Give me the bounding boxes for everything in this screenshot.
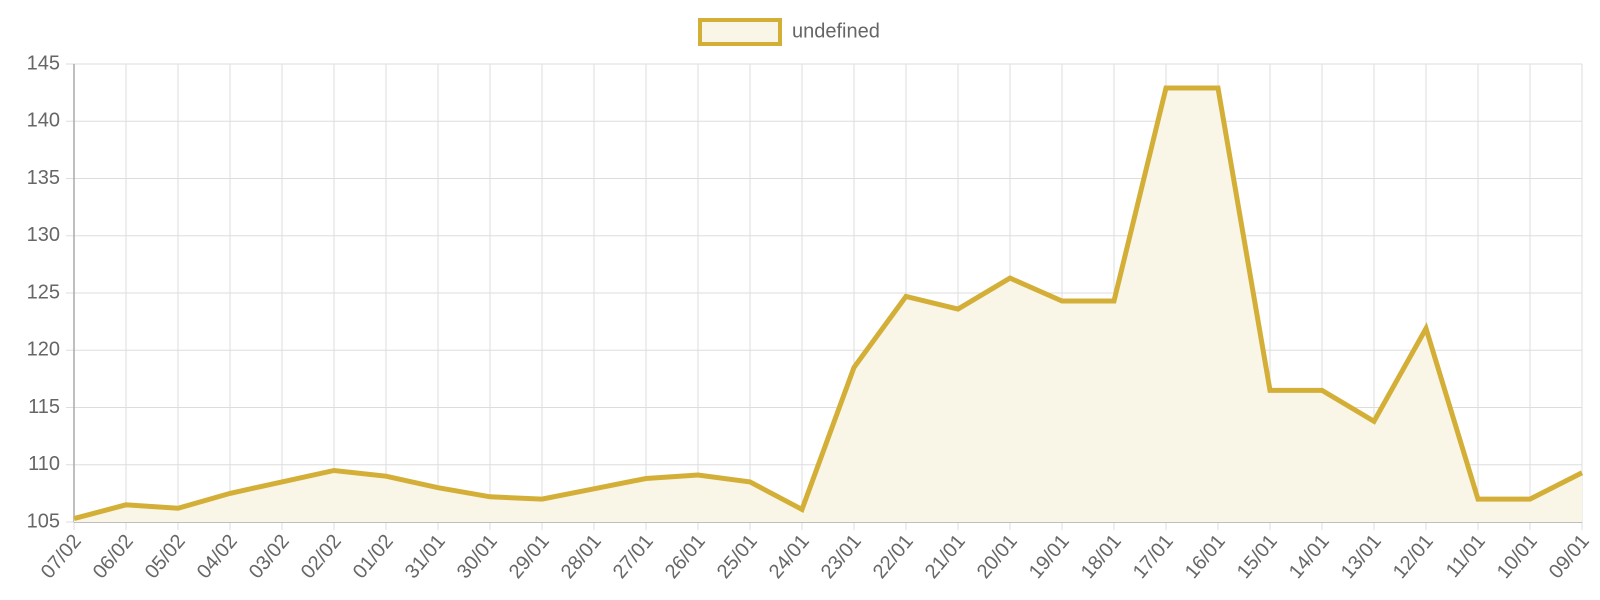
y-tick-label: 135: [27, 167, 60, 189]
legend-swatch: [698, 18, 782, 46]
x-tick-label: 23/01: [817, 530, 866, 582]
x-tick-label: 26/01: [661, 530, 710, 582]
x-tick-label: 22/01: [869, 530, 918, 582]
y-tick-label: 130: [27, 224, 60, 246]
x-tick-label: 24/01: [765, 530, 814, 582]
x-tick-label: 13/01: [1337, 530, 1386, 582]
x-tick-label: 03/02: [245, 530, 294, 582]
x-tick-label: 25/01: [713, 530, 762, 582]
x-tick-label: 02/02: [297, 530, 346, 582]
x-tick-label: 07/02: [37, 530, 86, 582]
x-tick-label: 04/02: [193, 530, 242, 582]
x-tick-label: 29/01: [505, 530, 554, 582]
x-tick-label: 27/01: [609, 530, 658, 582]
legend-label: undefined: [792, 20, 880, 42]
y-tick-label: 145: [27, 52, 60, 74]
x-tick-label: 30/01: [453, 530, 502, 582]
x-tick-label: 20/01: [973, 530, 1022, 582]
y-tick-label: 120: [27, 339, 60, 361]
x-tick-label: 15/01: [1233, 530, 1282, 582]
x-tick-label: 14/01: [1285, 530, 1334, 582]
x-tick-label: 31/01: [401, 530, 450, 582]
x-tick-label: 16/01: [1181, 530, 1230, 582]
y-tick-label: 110: [28, 453, 60, 475]
x-tick-label: 19/01: [1025, 530, 1074, 582]
line: [73, 85, 1584, 521]
x-tick-label: 17/01: [1129, 530, 1178, 582]
area: [74, 88, 1582, 523]
x-tick-label: 28/01: [557, 530, 606, 582]
x-tick-label: 21/01: [921, 530, 970, 582]
x-tick-label: 11/01: [1442, 530, 1490, 581]
x-tick-label: 09/01: [1545, 530, 1594, 582]
y-tick-label: 105: [27, 510, 60, 532]
y-tick-label: 140: [27, 110, 60, 132]
x-tick-label: 12/01: [1389, 530, 1438, 582]
y-tick-label: 115: [28, 396, 60, 418]
x-tick-label: 06/02: [89, 530, 138, 582]
x-tick-label: 18/01: [1077, 530, 1126, 582]
x-tick-label: 10/01: [1493, 530, 1542, 582]
x-tick-label: 01/02: [349, 530, 398, 582]
y-tick-label: 125: [27, 281, 60, 303]
x-tick-label: 05/02: [141, 530, 190, 582]
